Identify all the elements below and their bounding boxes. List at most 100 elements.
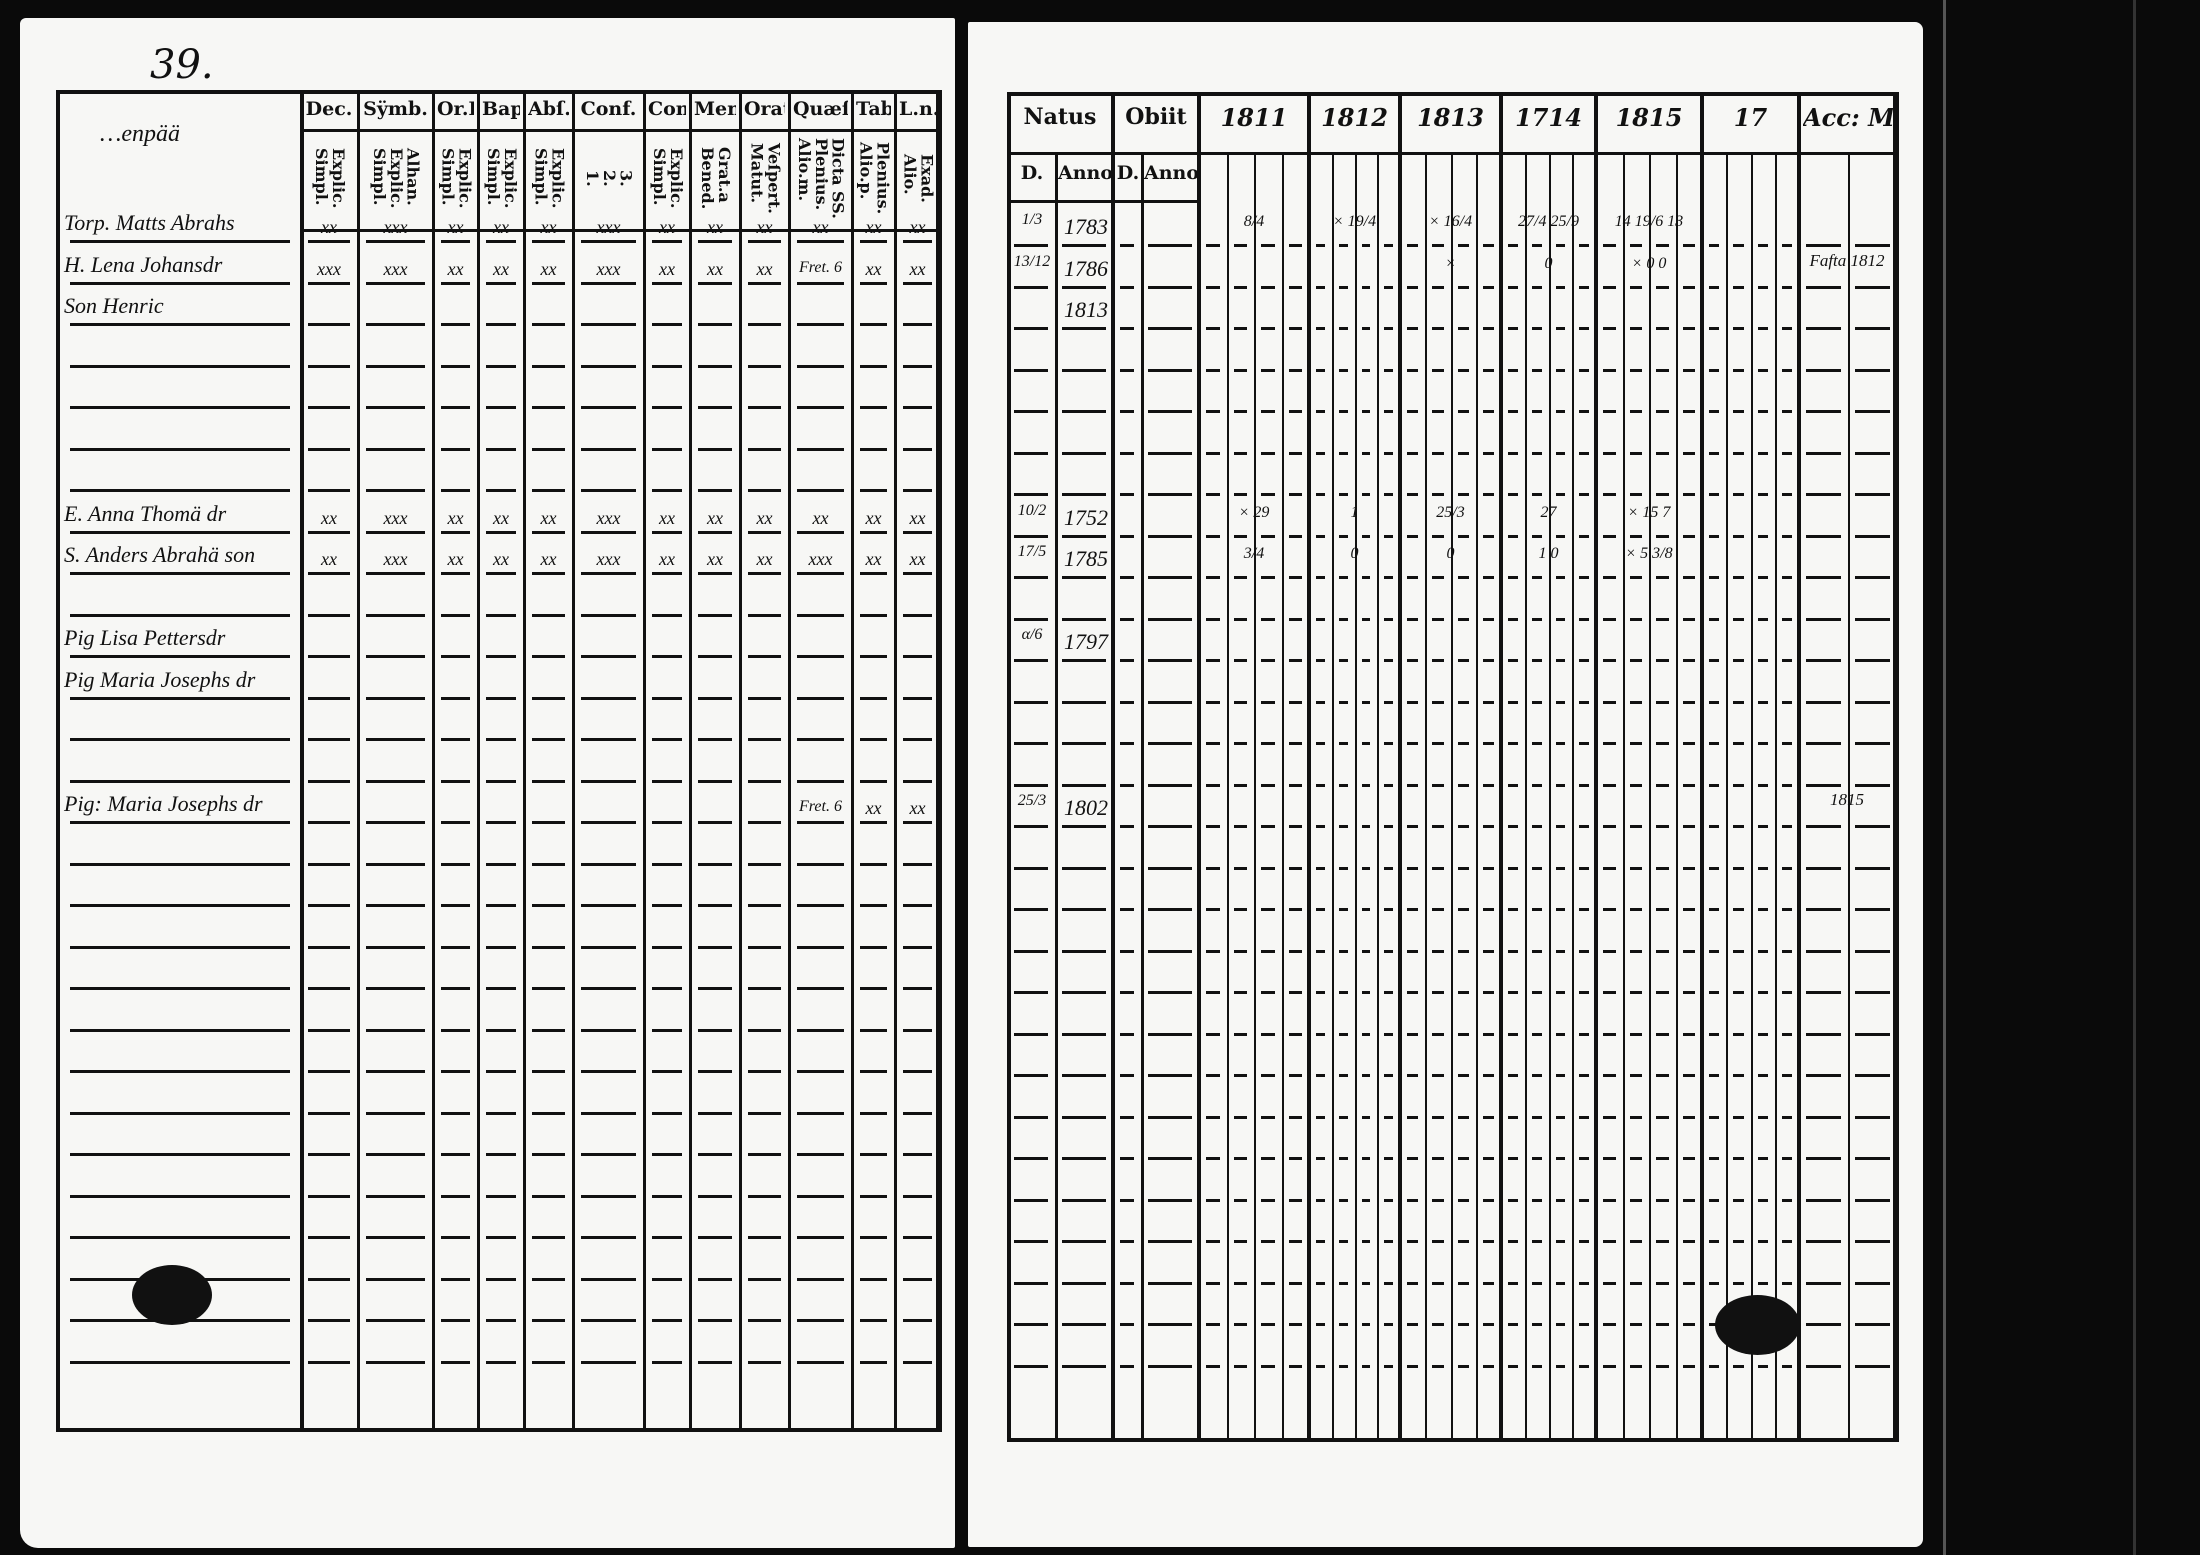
column-header: Conf. <box>580 100 637 120</box>
row-line <box>1629 1198 1642 1202</box>
row-line <box>70 1111 290 1115</box>
row-line <box>1603 285 1616 289</box>
row-line <box>748 406 781 409</box>
row-line <box>860 364 887 368</box>
row-line <box>903 572 932 575</box>
row-line <box>1384 991 1393 994</box>
row-line <box>1855 1323 1890 1326</box>
row-line <box>1555 908 1566 911</box>
row-line <box>1384 1074 1393 1077</box>
column-header: Quæſt. <box>793 100 848 120</box>
row-line <box>1261 576 1275 579</box>
row-line <box>1508 285 1518 289</box>
entry-mark: xx <box>909 507 926 528</box>
row-line <box>1531 1032 1542 1036</box>
row-line <box>1407 949 1419 953</box>
row-line <box>1629 1157 1642 1160</box>
header-divider <box>300 129 940 132</box>
row-line <box>1432 742 1444 745</box>
row-line <box>1757 1157 1768 1160</box>
row-line <box>366 1070 425 1073</box>
row-line <box>1014 866 1048 870</box>
row-line <box>1338 1032 1348 1036</box>
row-line <box>1603 1115 1616 1119</box>
row-line <box>1682 783 1695 787</box>
row-line <box>1709 327 1720 330</box>
row-line <box>1261 493 1275 496</box>
row-line <box>1629 1281 1642 1285</box>
row-line <box>797 1111 844 1115</box>
row-line <box>1656 1032 1669 1036</box>
row-line <box>1855 410 1890 413</box>
row-line <box>532 821 565 824</box>
entry-mark: xxx <box>596 217 621 237</box>
row-line <box>1682 1032 1695 1036</box>
row-line <box>1603 700 1616 704</box>
row-line <box>698 447 732 451</box>
row-line <box>1148 700 1192 704</box>
entry-mark: xx <box>659 258 675 279</box>
row-line <box>1531 949 1542 953</box>
row-line <box>366 738 425 741</box>
row-line <box>1120 783 1134 787</box>
row-line <box>698 738 732 741</box>
row-line <box>860 1194 887 1198</box>
row-line <box>1148 825 1192 828</box>
entry-mark: xx <box>909 258 926 279</box>
row-line <box>1781 949 1792 953</box>
row-line <box>1361 451 1371 455</box>
entry-mark: xx <box>540 507 557 528</box>
row-line <box>748 572 781 575</box>
row-line <box>1531 825 1542 828</box>
row-line <box>441 945 470 949</box>
year-mark: 3/4 <box>1243 545 1265 562</box>
row-line <box>1407 1157 1419 1160</box>
row-line <box>1316 1198 1325 1202</box>
row-line <box>1603 866 1616 870</box>
row-line <box>1682 742 1695 745</box>
row-line <box>486 904 516 907</box>
row-line <box>1338 617 1348 621</box>
row-line <box>1288 534 1302 538</box>
row-line <box>1682 1074 1695 1077</box>
row-line <box>1629 534 1642 538</box>
row-line <box>652 904 682 907</box>
row-line <box>903 945 932 949</box>
row-line <box>1733 908 1744 911</box>
row-line <box>1855 908 1890 911</box>
row-line <box>1407 1074 1419 1077</box>
row-line <box>1261 659 1275 662</box>
row-line <box>1629 327 1642 330</box>
row-line <box>1508 534 1518 538</box>
row-line <box>1757 659 1768 662</box>
row-line <box>1806 1032 1841 1036</box>
row-line <box>903 904 932 907</box>
row-line <box>1233 493 1247 496</box>
row-line <box>308 945 350 949</box>
subcolumn-line <box>1572 152 1574 1442</box>
row-line <box>532 1236 565 1239</box>
row-line <box>1361 949 1371 953</box>
row-line <box>1457 1240 1469 1243</box>
row-line <box>1432 783 1444 787</box>
row-line <box>1757 991 1768 994</box>
row-line <box>1806 991 1841 994</box>
entry-mark: xx <box>493 549 509 569</box>
row-line <box>1508 742 1518 745</box>
row-line <box>860 945 887 949</box>
year-mark: 14 19/6 13 <box>1614 213 1684 230</box>
row-line <box>1148 866 1192 870</box>
row-line <box>441 1028 470 1032</box>
row-line <box>1482 617 1494 621</box>
row-line <box>1206 659 1220 662</box>
row-line <box>1482 1032 1494 1036</box>
row-line <box>1682 659 1695 662</box>
row-line <box>1603 576 1616 579</box>
column-header: Abſ. <box>528 100 569 120</box>
column-border <box>643 90 646 1432</box>
row-line <box>1233 368 1247 372</box>
row-line <box>652 1319 682 1322</box>
row-line <box>1120 576 1134 579</box>
row-line <box>308 281 350 285</box>
row-line <box>1062 1115 1106 1119</box>
